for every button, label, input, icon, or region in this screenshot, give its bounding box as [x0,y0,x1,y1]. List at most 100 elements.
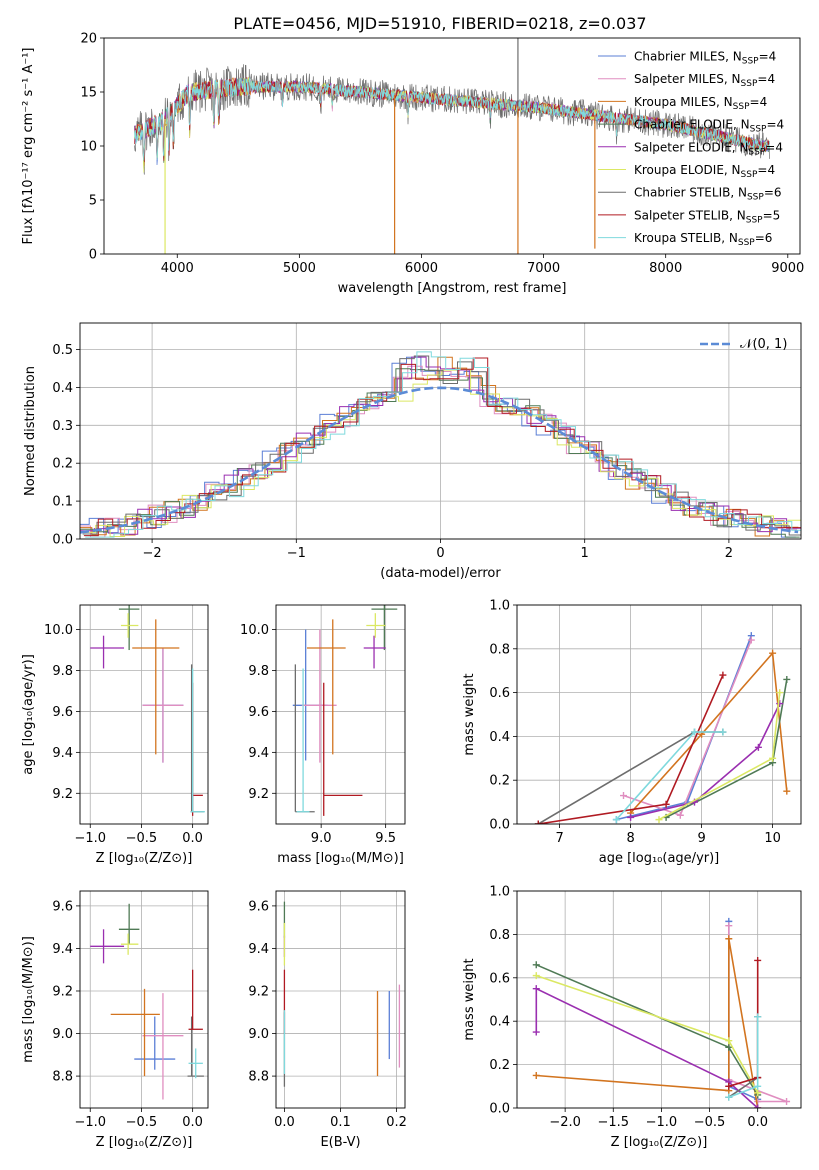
weight-marker-kroupa_miles [783,787,791,795]
weight-marker-chabrier_elodie [532,961,540,969]
legend-entry: 𝒩(0, 1) [740,337,787,352]
tick-label-y: 0.8 [489,642,510,657]
tick-label-x: 9 [697,831,705,846]
histogram-chabrier_miles [80,356,796,538]
legend-main: Chabrier MILES, N [634,50,742,64]
tick-label-y: 9.2 [248,984,269,999]
panel-weight_vs_age: 7 8 9 10 0.0 0.2 0.4 0.6 0.8 1.0 age [log₁₀(age/yr… [462,599,802,866]
tick-label-y: 0.2 [489,1058,510,1073]
legend-entry: Chabrier ELODIE, NSSP=4 [634,118,784,135]
tick-label-x: 9000 [771,261,804,276]
plot-area-mass_vs_EBV [283,901,401,1087]
legend-main: Salpeter STELIB, N [634,208,746,222]
legend-entry: Salpeter MILES, NSSP=4 [634,72,775,89]
panel-age_vs_Z: −1.0 −0.5 0.0 9.2 9.4 9.6 9.8 10.0 Z [log₁₀(Z/Z⊙… [21,604,209,866]
legend-main: Salpeter MILES, N [634,72,741,86]
tick-label-y: 0.4 [489,730,510,745]
weight-marker-kroupa_elodie [725,1037,733,1045]
tick-label-x: −2 [143,546,162,561]
legend-main: Salpeter ELODIE, N [634,140,748,154]
panel-mass_vs_EBV: 0.0 0.1 0.2 8.8 9.0 9.2 9.4 9.6 E(B-V) [248,890,407,1150]
legend-sub: SSP [746,215,763,225]
tick-label-y: 9.2 [248,787,269,802]
legend-tail: =6 [764,186,782,200]
tick-label-x: 0.2 [386,1115,407,1130]
tick-label-y: 0.6 [489,971,510,986]
legend-tail: =4 [757,163,775,177]
axes-frame [516,890,802,1109]
legend-tail: =6 [755,231,773,245]
tick-label-y: 8.8 [52,1070,73,1085]
tick-label-x: 6000 [405,261,438,276]
weight-marker-kroupa_stelib [719,728,727,736]
plot-area-residuals [80,351,801,538]
weight-marker-salpeter_stelib [754,956,762,964]
weight-marker-kroupa_stelib [691,728,698,736]
weight-marker-kroupa_elodie [655,816,663,824]
axes-frame [79,890,209,1109]
panel-mass_vs_Z: −1.0 −0.5 0.0 8.8 9.0 9.2 9.4 9.6 Z [log₁₀(Z/Z⊙)… [21,890,209,1150]
tick-label-y: 5 [89,194,97,209]
legend-entry: Salpeter STELIB, NSSP=5 [634,208,780,225]
tick-label-y: 9.4 [52,942,73,957]
tick-label-x: 4000 [161,261,194,276]
tick-label-y: 20 [80,32,97,47]
y-axis-label: age [log₁₀(age/yr)] [21,654,36,775]
tick-label-x: 9.0 [311,831,332,846]
histogram-kroupa_elodie [81,368,801,537]
y-axis-label: mass weight [462,673,477,755]
tick-label-y: 0.2 [52,457,73,472]
tick-label-y: 9.4 [52,746,73,761]
legend-sub: SSP [741,170,758,180]
tick-label-y: 9.2 [52,787,73,802]
x-axis-label: Z [log₁₀(Z/Z⊙)] [611,1135,708,1150]
weight-marker-kroupa_stelib [754,1082,762,1090]
legend-sub: SSP [738,238,755,248]
weight-marker-kroupa_miles [725,935,733,943]
axes-frame [516,604,802,825]
legend-main: Chabrier ELODIE, N [634,118,750,132]
tick-label-x: 5000 [283,261,316,276]
weight-marker-salpeter_stelib [725,1082,733,1090]
tick-label-x: −1 [287,546,306,561]
legend-sub: SSP [733,102,750,112]
weight-marker-salpeter_stelib [719,671,727,679]
histogram-kroupa_stelib [85,351,801,538]
histogram-chabrier_stelib [82,355,801,536]
tick-label-y: 0.8 [489,928,510,943]
legend-entry: Kroupa STELIB, NSSP=6 [634,231,772,248]
tick-label-y: 1.0 [489,599,510,614]
weight-marker-chabrier_elodie [783,675,791,683]
tick-label-y: 9.8 [248,664,269,679]
tick-label-y: 0.3 [52,419,73,434]
weight-marker-salpeter_elodie [627,813,635,821]
weight-marker-salpeter_elodie [776,700,784,708]
axes-frame [275,890,406,1109]
legend-main: Kroupa MILES, N [634,95,733,109]
plot-area-spectrum [134,38,770,254]
legend-tail: =4 [766,118,784,132]
plot-area-mass_vs_Z [90,903,204,1100]
x-axis-label: (data-model)/error [380,566,501,581]
weight-marker-salpeter_elodie [532,1028,540,1036]
tick-label-y: 0.1 [52,495,73,510]
weight-marker-kroupa_stelib [612,816,620,824]
panel-residuals: −2 −1 0 1 2 0.0 0.1 0.2 0.3 0.4 0.5 (data-model)/er… [23,322,802,581]
weight-marker-kroupa_elodie [754,1089,762,1097]
tick-label-y: 9.6 [52,899,73,914]
weight-marker-salpeter_elodie [532,985,540,993]
legend-main: Kroupa ELODIE, N [634,163,741,177]
legend-tail: =4 [765,140,783,154]
weight-marker-kroupa_stelib [754,1013,762,1021]
tick-label-x: 7 [555,831,563,846]
x-axis-label: Z [log₁₀(Z/Z⊙)] [96,851,193,866]
tick-label-x: 8 [626,831,634,846]
legend-entry: Chabrier MILES, NSSP=4 [634,50,776,67]
weight-marker-salpeter_miles [783,1097,791,1105]
tick-label-y: 9.4 [248,942,269,957]
tick-label-x: 8000 [649,261,682,276]
tick-label-y: 9.6 [52,705,73,720]
legend-sub: SSP [750,125,767,135]
tick-label-x: 9.5 [375,831,396,846]
plot-area-age_vs_Z [90,605,205,816]
